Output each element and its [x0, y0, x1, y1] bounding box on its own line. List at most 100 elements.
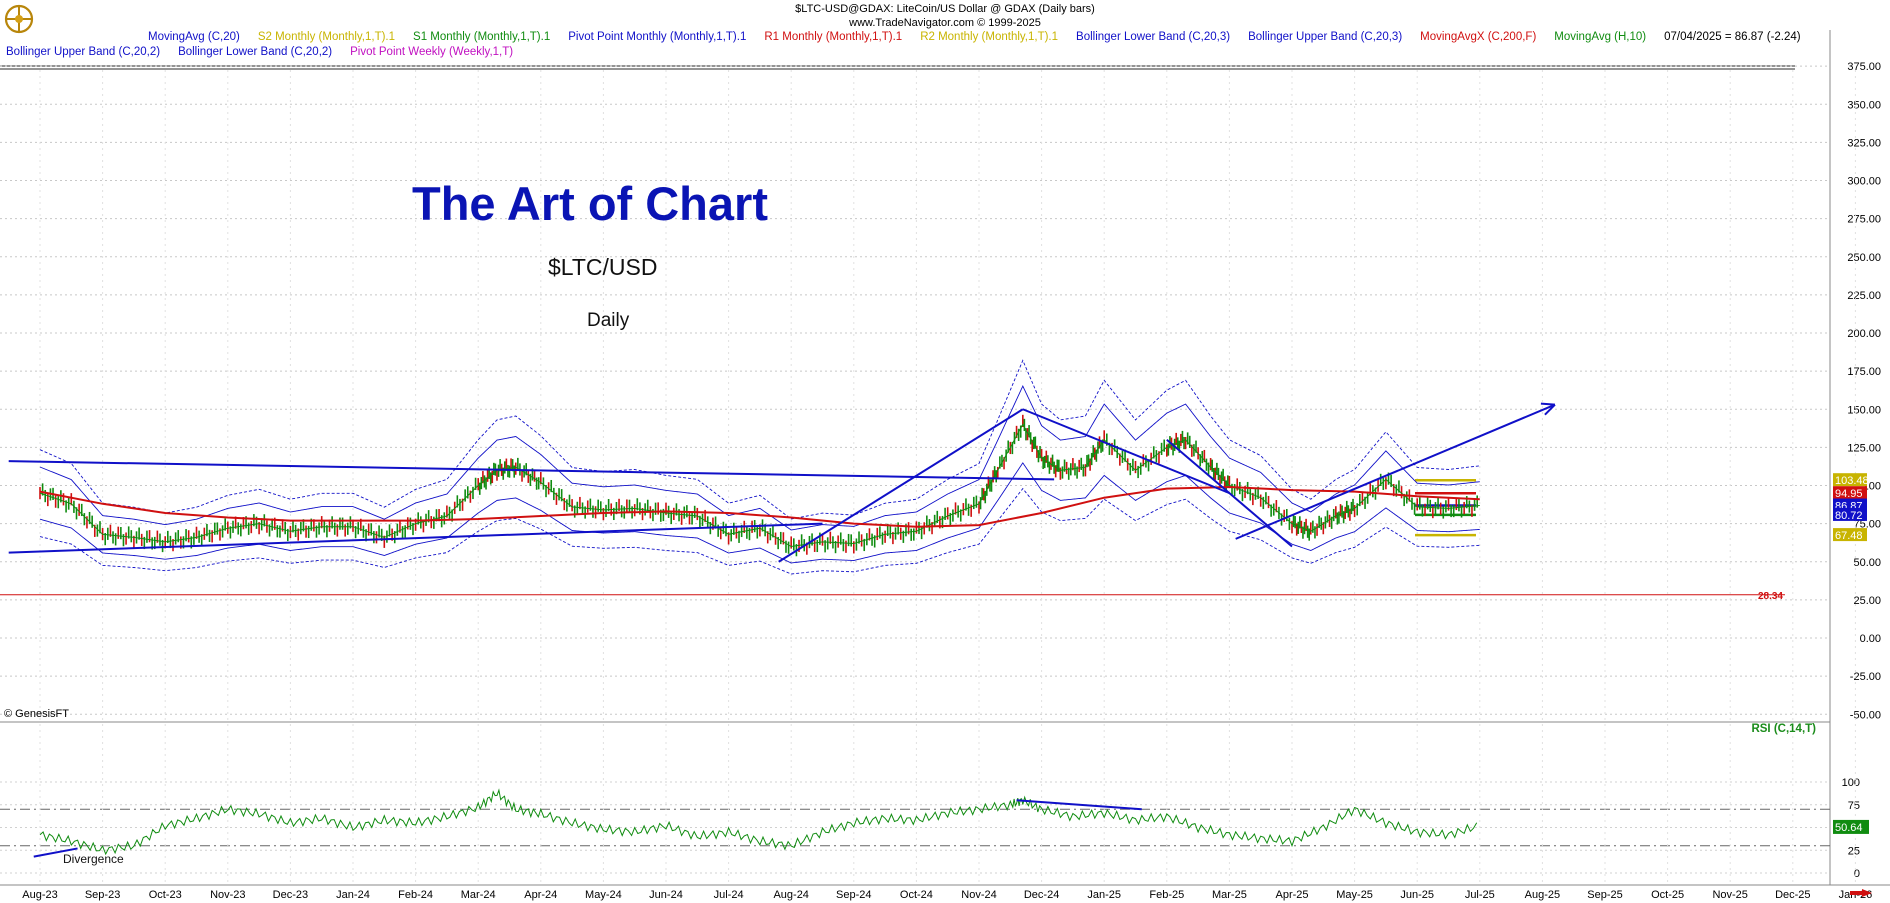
y-tick-label: 75.00: [1853, 519, 1881, 531]
x-tick-label: Jun-25: [1400, 889, 1434, 901]
y-tick-label: 150.00: [1847, 404, 1881, 416]
legend-item-0: MovingAvg (C,20): [148, 31, 240, 43]
x-tick-label: Nov-24: [961, 889, 996, 901]
indicator-legend-row2: Bollinger Upper Band (C,20,2) Bollinger L…: [6, 46, 531, 58]
y-tick-label: 50.00: [1853, 557, 1881, 569]
legend-item-8: MovingAvgX (C,200,F): [1420, 31, 1537, 43]
x-tick-label: Jul-24: [714, 889, 744, 901]
x-tick-label: Aug-24: [773, 889, 808, 901]
rsi-y-tick-label: 0: [1854, 868, 1860, 880]
legend-item-row2-1: Bollinger Lower Band (C,20,2): [178, 46, 333, 58]
x-tick-label: Jun-24: [649, 889, 683, 901]
x-tick-label: Oct-23: [149, 889, 182, 901]
bollinger-upper-1: [39, 359, 1480, 520]
x-tick-label: May-24: [585, 889, 622, 901]
y-tick-label: 350.00: [1847, 99, 1881, 111]
y-tick-label: 200.00: [1847, 328, 1881, 340]
chart-header-copyright: www.TradeNavigator.com © 1999-2025: [849, 17, 1041, 29]
y-tick-label: 100: [1863, 481, 1881, 493]
rsi-y-tick-label: 100: [1842, 777, 1860, 789]
y-tick-label: -50.00: [1850, 709, 1881, 721]
x-tick-label: Sep-24: [836, 889, 871, 901]
divergence-label: Divergence: [63, 852, 124, 866]
right-value-label: 103.48: [1835, 475, 1869, 487]
legend-item-6: Bollinger Lower Band (C,20,3): [1076, 31, 1231, 43]
legend-item-row2-2: Pivot Point Weekly (Weekly,1,T): [350, 46, 514, 58]
x-tick-label: Apr-25: [1275, 889, 1308, 901]
right-value-label: 94.95: [1835, 488, 1863, 500]
y-tick-label: 325.00: [1847, 137, 1881, 149]
x-tick-label: Sep-25: [1587, 889, 1622, 901]
legend-item-1: S2 Monthly (Monthly,1,T).1: [257, 31, 396, 43]
trendline-1: [8, 522, 823, 554]
rsi-last-value: 50.64: [1835, 822, 1863, 834]
y-tick-label: 275.00: [1847, 214, 1881, 226]
y-tick-label: 25.00: [1853, 595, 1881, 607]
x-tick-label: Jan-25: [1087, 889, 1121, 901]
right-value-box: [1833, 473, 1867, 487]
legend-item-5: R2 Monthly (Monthly,1,T).1: [920, 31, 1059, 43]
rsi-y-tick-label: 25: [1848, 845, 1860, 857]
x-tick-label: Aug-23: [22, 889, 57, 901]
trade-navigator-logo-icon: [3, 3, 35, 35]
trendline-4: [1166, 438, 1293, 548]
bollinger-upper-0: [39, 385, 1480, 531]
y-tick-label: 125.00: [1847, 442, 1881, 454]
legend-item-10: 07/04/2025 = 86.87 (-2.24): [1664, 31, 1801, 43]
x-tick-label: Oct-25: [1651, 889, 1684, 901]
x-tick-label: Dec-25: [1775, 889, 1810, 901]
x-tick-label: Dec-23: [273, 889, 308, 901]
legend-item-7: Bollinger Upper Band (C,20,3): [1248, 31, 1403, 43]
rsi-trendline-1: [1016, 799, 1142, 811]
legend-item-4: R1 Monthly (Monthly,1,T).1: [764, 31, 903, 43]
right-value-box: [1833, 486, 1867, 500]
x-tick-label: Feb-25: [1149, 889, 1184, 901]
annotation-big-title: The Art of Chart: [412, 177, 768, 230]
rsi-trendline-0: [33, 847, 78, 858]
rsi-panel-label: RSI (C,14,T): [1751, 723, 1816, 735]
legend-item-9: MovingAvg (H,10): [1554, 31, 1647, 43]
rsi-last-value-box: [1833, 819, 1869, 834]
trendline-5: [1235, 403, 1556, 540]
y-tick-label: 225.00: [1847, 290, 1881, 302]
right-value-box: [1833, 528, 1867, 542]
scroll-left-arrow-icon: [1850, 889, 1872, 897]
x-tick-label: Aug-25: [1525, 889, 1560, 901]
legend-item-2: S1 Monthly (Monthly,1,T).1: [413, 31, 551, 43]
legend-item-3: Pivot Point Monthly (Monthly,1,T).1: [568, 31, 747, 43]
rsi-y-tick-label: 75: [1848, 800, 1860, 812]
x-tick-label: Jan-24: [336, 889, 370, 901]
x-tick-label: Sep-23: [85, 889, 120, 901]
rsi-line: [39, 788, 1478, 856]
right-value-box: [1833, 507, 1867, 521]
legend-item-row2-0: Bollinger Upper Band (C,20,2): [6, 46, 161, 58]
trendline-2: [778, 408, 1024, 563]
x-tick-label: Jul-25: [1465, 889, 1495, 901]
trendline-3: [1022, 408, 1230, 495]
right-value-label: 80.72: [1835, 510, 1863, 522]
x-tick-label: Nov-23: [210, 889, 245, 901]
trendline-0: [8, 460, 1055, 481]
x-tick-label: Mar-25: [1212, 889, 1247, 901]
annotation-timeframe: Daily: [587, 310, 630, 331]
y-tick-label: -25.00: [1850, 671, 1881, 683]
y-tick-label: 375.00: [1847, 61, 1881, 73]
support-line-label: 28.34: [1758, 591, 1783, 602]
y-tick-label: 300.00: [1847, 176, 1881, 188]
x-tick-label: Mar-24: [461, 889, 496, 901]
x-tick-label: Oct-24: [900, 889, 933, 901]
bollinger-lower-0: [39, 462, 1480, 564]
right-value-label: 67.48: [1835, 530, 1863, 542]
x-tick-label: May-25: [1336, 889, 1373, 901]
moving-avg-200-line: [39, 485, 1480, 528]
genesis-copyright: © GenesisFT: [4, 708, 69, 720]
annotation-symbol: $LTC/USD: [548, 254, 658, 280]
projection-arrowhead: [1540, 402, 1556, 416]
chart-header-title: $LTC-USD@GDAX: LiteCoin/US Dollar @ GDAX…: [795, 3, 1095, 15]
y-tick-label: 175.00: [1847, 366, 1881, 378]
bollinger-lower-1: [39, 487, 1480, 575]
x-tick-label: Nov-25: [1712, 889, 1747, 901]
y-tick-label: 250.00: [1847, 252, 1881, 264]
x-tick-label: Feb-24: [398, 889, 433, 901]
